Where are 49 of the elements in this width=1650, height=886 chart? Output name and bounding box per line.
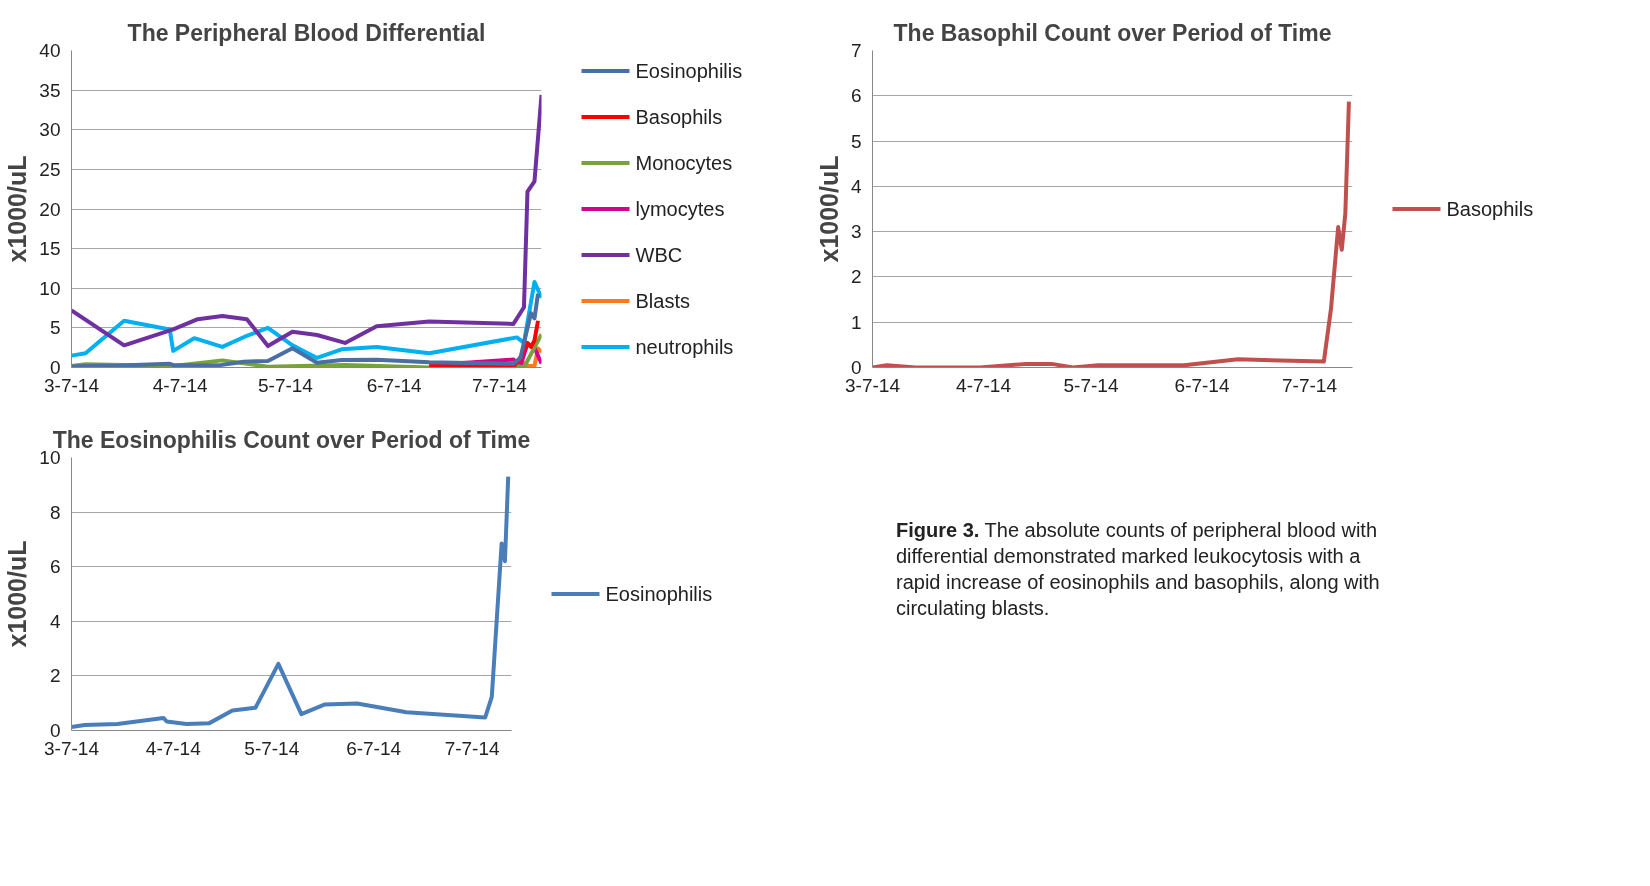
legend-label: Eosinophilis	[605, 583, 713, 605]
y-tick-label: 5	[850, 130, 862, 152]
x-tick-label: 7-7-14	[471, 374, 528, 396]
y-tick-label: 15	[39, 238, 61, 260]
x-tick-label: 5-7-14	[1063, 374, 1119, 396]
y-tick-label: 4	[850, 175, 862, 197]
y-tick-label: 8	[49, 501, 61, 523]
y-tick-label: 20	[39, 198, 61, 220]
line-series	[71, 279, 542, 360]
x-tick-label: 4-7-14	[152, 374, 209, 396]
x-tick-label: 4-7-14	[145, 737, 202, 759]
caption: Figure 3.	[896, 519, 980, 541]
legend-label: WBC	[635, 244, 683, 266]
x-tick-label: 5-7-14	[257, 374, 314, 396]
line-series	[71, 92, 542, 349]
y-tick-label: 40	[39, 40, 61, 61]
legend-label: Basophils	[635, 106, 723, 128]
x-tick-label: 7-7-14	[444, 737, 500, 759]
y-tick-label: 6	[49, 556, 61, 578]
x-tick-label: 7-7-14	[1282, 374, 1338, 396]
y-axis-title: x1000/uL	[3, 155, 32, 263]
y-tick-label: 3	[850, 221, 862, 243]
legend-label: Basophils	[1446, 198, 1534, 220]
x-tick-label: 4-7-14	[956, 374, 1012, 396]
y-tick-label: 7	[850, 40, 862, 61]
y-tick-label: 6	[850, 85, 862, 107]
y-tick-label: 10	[39, 447, 61, 468]
y-axis-title: x1000/uL	[3, 540, 32, 648]
legend-label: lymocytes	[635, 198, 725, 220]
y-tick-label: 5	[49, 317, 61, 339]
chart-title: The Peripheral Blood Differential	[127, 19, 486, 46]
x-tick-label: 6-7-14	[366, 374, 423, 396]
y-tick-label: 1	[850, 311, 862, 333]
legend-label: Blasts	[635, 290, 690, 312]
y-tick-label: 4	[49, 610, 61, 632]
y-tick-label: 2	[850, 266, 862, 288]
y-tick-label: 35	[39, 79, 61, 101]
y-axis-title: x1000/uL	[814, 155, 843, 263]
x-tick-label: 6-7-14	[346, 737, 402, 759]
x-tick-label: 6-7-14	[1174, 374, 1230, 396]
y-tick-label: 30	[39, 119, 61, 141]
legend-label: Eosinophilis	[635, 60, 743, 82]
chart-title: The Basophil Count over Period of Time	[893, 19, 1332, 46]
legend-label: neutrophils	[635, 336, 734, 358]
y-tick-label: 25	[39, 158, 61, 180]
y-tick-label: 2	[49, 665, 61, 687]
legend-label: Monocytes	[635, 152, 733, 174]
x-tick-label: 5-7-14	[244, 737, 300, 759]
y-tick-label: 10	[39, 277, 61, 299]
